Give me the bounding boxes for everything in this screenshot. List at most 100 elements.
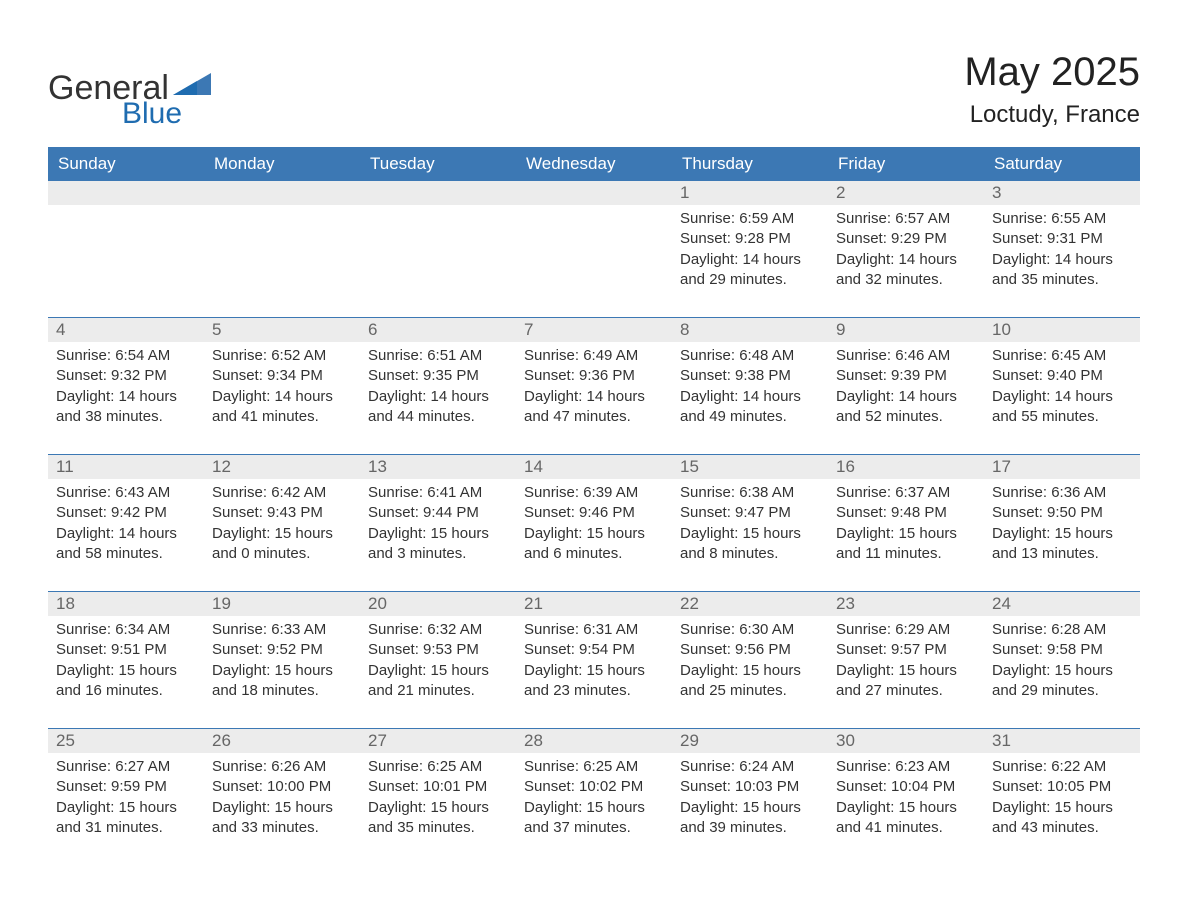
day-number: 21 xyxy=(516,592,672,616)
day-number: 27 xyxy=(360,729,516,753)
sunset-line: Sunset: 9:51 PM xyxy=(56,640,196,660)
day-details: Sunrise: 6:57 AMSunset: 9:29 PMDaylight:… xyxy=(828,205,984,292)
sunset-line: Sunset: 10:03 PM xyxy=(680,777,820,797)
title-block: May 2025 Loctudy, France xyxy=(964,50,1140,129)
page-title: May 2025 xyxy=(964,50,1140,95)
sunrise-line: Sunrise: 6:25 AM xyxy=(524,757,664,777)
day-number: 23 xyxy=(828,592,984,616)
sunset-line: Sunset: 9:56 PM xyxy=(680,640,820,660)
sunrise-line: Sunrise: 6:22 AM xyxy=(992,757,1132,777)
sunset-line: Sunset: 9:48 PM xyxy=(836,503,976,523)
calendar-day: 27Sunrise: 6:25 AMSunset: 10:01 PMDaylig… xyxy=(360,729,516,851)
sunset-line: Sunset: 9:42 PM xyxy=(56,503,196,523)
daylight-line: Daylight: 14 hours and 55 minutes. xyxy=(992,387,1132,428)
calendar-day: 10Sunrise: 6:45 AMSunset: 9:40 PMDayligh… xyxy=(984,318,1140,440)
calendar-day: 3Sunrise: 6:55 AMSunset: 9:31 PMDaylight… xyxy=(984,181,1140,303)
day-details xyxy=(516,205,672,211)
day-details: Sunrise: 6:36 AMSunset: 9:50 PMDaylight:… xyxy=(984,479,1140,566)
day-details: Sunrise: 6:31 AMSunset: 9:54 PMDaylight:… xyxy=(516,616,672,703)
day-details: Sunrise: 6:51 AMSunset: 9:35 PMDaylight:… xyxy=(360,342,516,429)
daylight-line: Daylight: 15 hours and 23 minutes. xyxy=(524,661,664,702)
daylight-line: Daylight: 15 hours and 43 minutes. xyxy=(992,798,1132,839)
day-details: Sunrise: 6:25 AMSunset: 10:01 PMDaylight… xyxy=(360,753,516,840)
sunrise-line: Sunrise: 6:46 AM xyxy=(836,346,976,366)
daylight-line: Daylight: 15 hours and 6 minutes. xyxy=(524,524,664,565)
sunset-line: Sunset: 10:02 PM xyxy=(524,777,664,797)
sunrise-line: Sunrise: 6:32 AM xyxy=(368,620,508,640)
day-details: Sunrise: 6:38 AMSunset: 9:47 PMDaylight:… xyxy=(672,479,828,566)
sunrise-line: Sunrise: 6:49 AM xyxy=(524,346,664,366)
day-number: 1 xyxy=(672,181,828,205)
sunset-line: Sunset: 9:54 PM xyxy=(524,640,664,660)
sunrise-line: Sunrise: 6:43 AM xyxy=(56,483,196,503)
day-number: 19 xyxy=(204,592,360,616)
day-details xyxy=(204,205,360,211)
day-details: Sunrise: 6:39 AMSunset: 9:46 PMDaylight:… xyxy=(516,479,672,566)
calendar-day: 9Sunrise: 6:46 AMSunset: 9:39 PMDaylight… xyxy=(828,318,984,440)
day-details: Sunrise: 6:25 AMSunset: 10:02 PMDaylight… xyxy=(516,753,672,840)
daylight-line: Daylight: 15 hours and 33 minutes. xyxy=(212,798,352,839)
sunset-line: Sunset: 9:53 PM xyxy=(368,640,508,660)
day-number: 7 xyxy=(516,318,672,342)
daylight-line: Daylight: 15 hours and 29 minutes. xyxy=(992,661,1132,702)
calendar-day: 12Sunrise: 6:42 AMSunset: 9:43 PMDayligh… xyxy=(204,455,360,577)
daylight-line: Daylight: 14 hours and 49 minutes. xyxy=(680,387,820,428)
sunrise-line: Sunrise: 6:33 AM xyxy=(212,620,352,640)
day-number: 29 xyxy=(672,729,828,753)
daylight-line: Daylight: 15 hours and 8 minutes. xyxy=(680,524,820,565)
day-number xyxy=(48,181,204,205)
calendar-day: 4Sunrise: 6:54 AMSunset: 9:32 PMDaylight… xyxy=(48,318,204,440)
daylight-line: Daylight: 15 hours and 18 minutes. xyxy=(212,661,352,702)
weekday-header: Monday xyxy=(204,147,360,181)
calendar-page: General Blue May 2025 Loctudy, France Su… xyxy=(0,0,1188,881)
page-subtitle: Loctudy, France xyxy=(964,101,1140,129)
day-number: 14 xyxy=(516,455,672,479)
sunset-line: Sunset: 10:05 PM xyxy=(992,777,1132,797)
day-details: Sunrise: 6:23 AMSunset: 10:04 PMDaylight… xyxy=(828,753,984,840)
calendar-day: 18Sunrise: 6:34 AMSunset: 9:51 PMDayligh… xyxy=(48,592,204,714)
calendar-day: 20Sunrise: 6:32 AMSunset: 9:53 PMDayligh… xyxy=(360,592,516,714)
logo-triangle-icon xyxy=(173,73,211,99)
calendar-week: 4Sunrise: 6:54 AMSunset: 9:32 PMDaylight… xyxy=(48,317,1140,440)
sunrise-line: Sunrise: 6:24 AM xyxy=(680,757,820,777)
sunset-line: Sunset: 9:34 PM xyxy=(212,366,352,386)
day-details: Sunrise: 6:43 AMSunset: 9:42 PMDaylight:… xyxy=(48,479,204,566)
sunrise-line: Sunrise: 6:52 AM xyxy=(212,346,352,366)
day-number xyxy=(204,181,360,205)
daylight-line: Daylight: 15 hours and 21 minutes. xyxy=(368,661,508,702)
day-details: Sunrise: 6:46 AMSunset: 9:39 PMDaylight:… xyxy=(828,342,984,429)
day-details: Sunrise: 6:49 AMSunset: 9:36 PMDaylight:… xyxy=(516,342,672,429)
daylight-line: Daylight: 14 hours and 29 minutes. xyxy=(680,250,820,291)
calendar-day-empty xyxy=(204,181,360,303)
calendar-week: 18Sunrise: 6:34 AMSunset: 9:51 PMDayligh… xyxy=(48,591,1140,714)
day-number: 9 xyxy=(828,318,984,342)
calendar-day: 6Sunrise: 6:51 AMSunset: 9:35 PMDaylight… xyxy=(360,318,516,440)
daylight-line: Daylight: 14 hours and 32 minutes. xyxy=(836,250,976,291)
daylight-line: Daylight: 15 hours and 16 minutes. xyxy=(56,661,196,702)
calendar-week: 1Sunrise: 6:59 AMSunset: 9:28 PMDaylight… xyxy=(48,181,1140,303)
sunset-line: Sunset: 9:32 PM xyxy=(56,366,196,386)
daylight-line: Daylight: 14 hours and 58 minutes. xyxy=(56,524,196,565)
daylight-line: Daylight: 15 hours and 41 minutes. xyxy=(836,798,976,839)
sunset-line: Sunset: 9:31 PM xyxy=(992,229,1132,249)
day-number: 28 xyxy=(516,729,672,753)
sunrise-line: Sunrise: 6:39 AM xyxy=(524,483,664,503)
weekday-header-row: SundayMondayTuesdayWednesdayThursdayFrid… xyxy=(48,147,1140,181)
day-number: 13 xyxy=(360,455,516,479)
weekday-header: Wednesday xyxy=(516,147,672,181)
sunset-line: Sunset: 9:59 PM xyxy=(56,777,196,797)
daylight-line: Daylight: 15 hours and 11 minutes. xyxy=(836,524,976,565)
daylight-line: Daylight: 15 hours and 39 minutes. xyxy=(680,798,820,839)
daylight-line: Daylight: 14 hours and 44 minutes. xyxy=(368,387,508,428)
day-details: Sunrise: 6:54 AMSunset: 9:32 PMDaylight:… xyxy=(48,342,204,429)
daylight-line: Daylight: 15 hours and 3 minutes. xyxy=(368,524,508,565)
sunset-line: Sunset: 10:01 PM xyxy=(368,777,508,797)
daylight-line: Daylight: 14 hours and 35 minutes. xyxy=(992,250,1132,291)
calendar-day: 16Sunrise: 6:37 AMSunset: 9:48 PMDayligh… xyxy=(828,455,984,577)
weekday-header: Saturday xyxy=(984,147,1140,181)
day-number: 4 xyxy=(48,318,204,342)
calendar-day: 26Sunrise: 6:26 AMSunset: 10:00 PMDaylig… xyxy=(204,729,360,851)
sunrise-line: Sunrise: 6:28 AM xyxy=(992,620,1132,640)
calendar-day: 23Sunrise: 6:29 AMSunset: 9:57 PMDayligh… xyxy=(828,592,984,714)
day-details: Sunrise: 6:33 AMSunset: 9:52 PMDaylight:… xyxy=(204,616,360,703)
